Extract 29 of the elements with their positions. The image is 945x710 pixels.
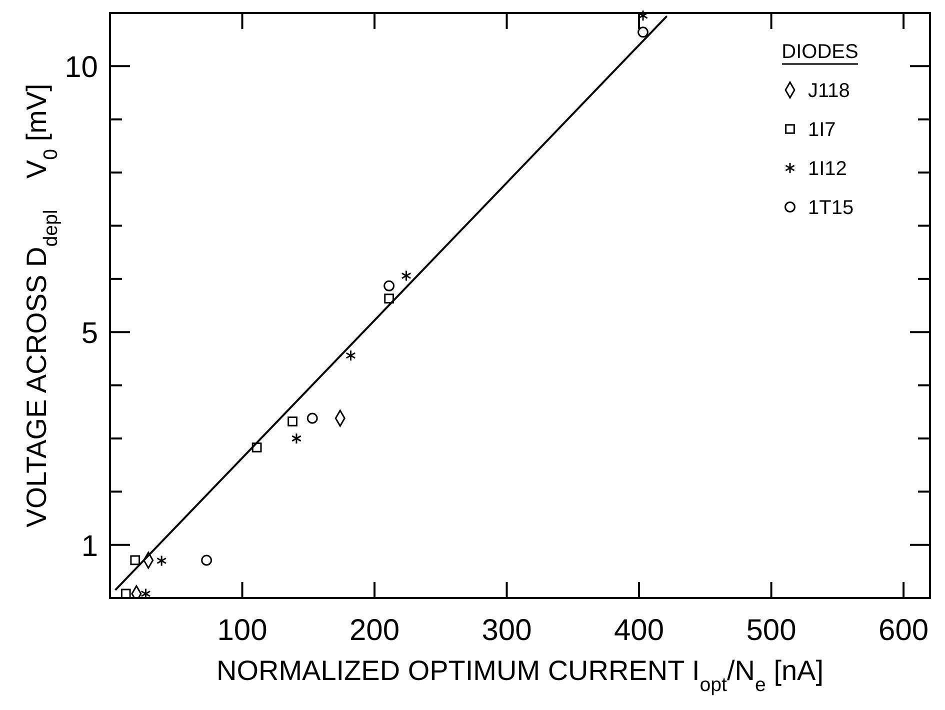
y-tick-label: 1 [81,530,98,563]
x-tick-label: 200 [349,614,400,647]
x-tick-label: 300 [482,614,532,647]
x-tick-label: 400 [614,614,664,647]
legend-label: 1I7 [808,119,836,141]
point [201,554,212,566]
point [384,294,394,304]
point [120,588,131,598]
legend-label: J118 [808,80,850,102]
y-tick-label: 10 [64,51,98,84]
point [288,416,298,426]
legend-title: DIODES [782,41,858,63]
point [130,555,140,566]
legend-label: 1T15 [808,197,854,219]
x-tick-label: 500 [746,614,796,647]
point [291,432,302,444]
point [156,555,167,567]
point [401,270,412,282]
point [252,442,262,452]
point [140,588,151,598]
point [384,280,395,292]
x-axis-title: NORMALIZED OPTIMUM CURRENT I$_{opt}$/N$_{e}$ [nA] [216,655,824,696]
x-tick-label: 600 [878,614,929,647]
x-tick-label: 100 [217,614,268,647]
point [306,412,318,424]
y-tick-label: 5 [81,317,98,350]
legend-label: 1I12 [808,158,847,180]
point [638,26,648,38]
point [346,350,356,362]
